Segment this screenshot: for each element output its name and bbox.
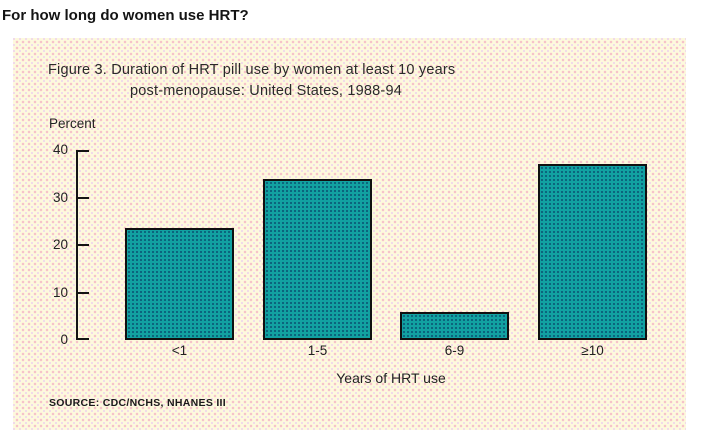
page-heading: For how long do women use HRT? — [2, 7, 249, 24]
x-axis-title: Years of HRT use — [336, 370, 446, 386]
bar-1-5 — [263, 178, 372, 340]
y-tick-label-30: 30 — [52, 189, 68, 205]
x-tick-label-6-9: 6-9 — [444, 343, 465, 358]
y-tick-mark-0 — [76, 338, 89, 340]
y-tick-mark-40 — [76, 150, 89, 152]
y-tick-mark-10 — [76, 291, 89, 294]
figure-title: Figure 3. Duration of HRT pill use by wo… — [13, 38, 686, 102]
y-tick-label-40: 40 — [52, 142, 68, 157]
x-tick-label-≥10: ≥10 — [581, 343, 604, 358]
bar-<1 — [125, 228, 234, 340]
bar-≥10 — [538, 164, 647, 340]
source-note: SOURCE: CDC/NCHS, NHANES III — [49, 397, 226, 409]
y-tick-label-0: 0 — [60, 332, 68, 347]
y-tick-label-10: 10 — [52, 284, 68, 300]
x-tick-label-1-5: 1-5 — [307, 343, 328, 358]
bar-6-9 — [400, 311, 509, 340]
y-tick-mark-30 — [76, 196, 89, 199]
chart-panel: Figure 3. Duration of HRT pill use by wo… — [13, 38, 686, 430]
y-axis-title: Percent — [49, 116, 96, 131]
figure-title-line2: post-menopause: United States, 1988-94 — [130, 83, 402, 99]
plot-area: 0 10 20 30 40 <1 1-5 6-9 ≥10 — [13, 142, 686, 358]
y-tick-mark-20 — [76, 244, 89, 246]
x-tick-label-<1: <1 — [171, 343, 188, 358]
figure-title-line1: Figure 3. Duration of HRT pill use by wo… — [48, 62, 456, 78]
y-tick-label-20: 20 — [52, 237, 68, 252]
